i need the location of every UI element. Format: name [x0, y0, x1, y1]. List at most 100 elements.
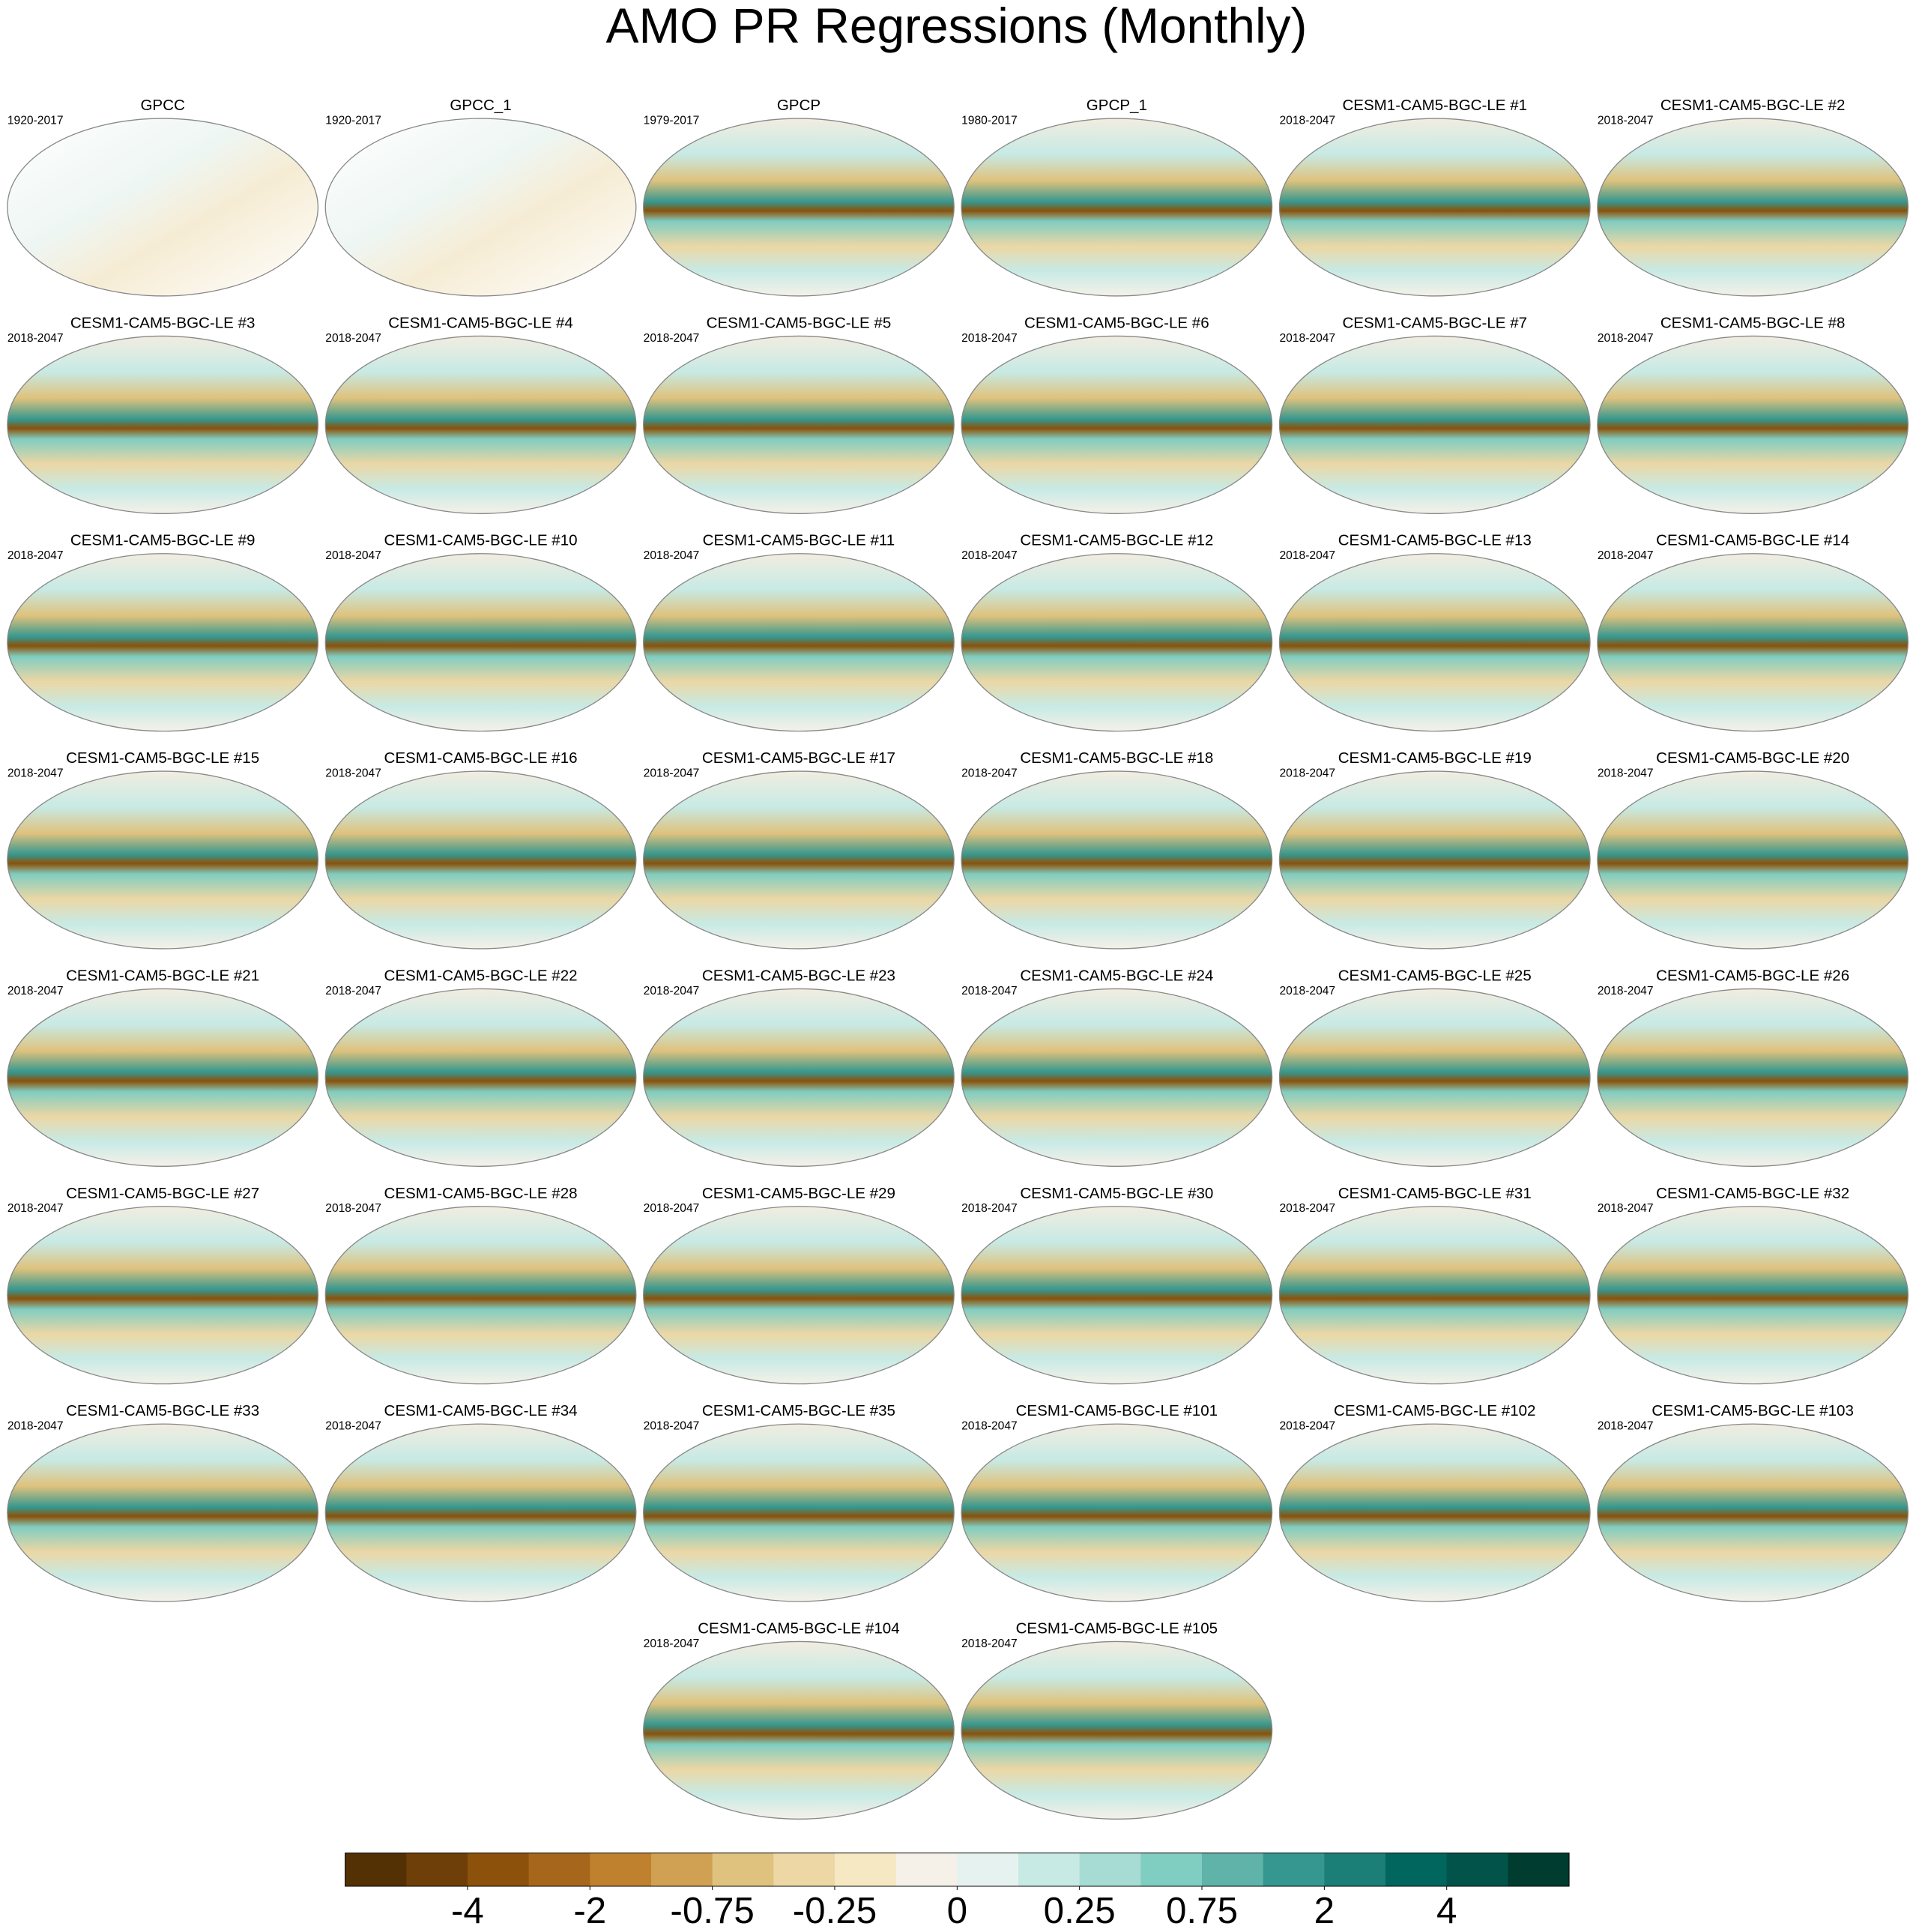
map-panel: CESM1-CAM5-BGC-LE #5 2018-2047 [643, 314, 955, 514]
panel-period: 2018-2047 [7, 549, 64, 562]
map [1278, 335, 1591, 514]
panel-period: 2018-2047 [1279, 549, 1335, 562]
map [643, 1206, 955, 1385]
panel-title: CESM1-CAM5-BGC-LE #101 [1016, 1402, 1218, 1419]
map [324, 1423, 637, 1602]
colorbar-box [1140, 1853, 1203, 1886]
panel-period: 2018-2047 [1279, 1420, 1335, 1433]
panel-period: 2018-2047 [7, 1420, 64, 1433]
colorbar-label: 0.75 [1166, 1890, 1238, 1931]
panel-period: 2018-2047 [1598, 549, 1654, 562]
map [7, 118, 319, 297]
map [643, 1423, 955, 1602]
colorbar-box [1385, 1853, 1448, 1886]
panel-period: 2018-2047 [325, 985, 381, 997]
panel-title: CESM1-CAM5-BGC-LE #35 [702, 1402, 895, 1419]
figure-title: AMO PR Regressions (Monthly) [606, 0, 1308, 53]
map [961, 118, 1273, 297]
panel-period: 2018-2047 [961, 332, 1018, 345]
map [961, 988, 1273, 1167]
panel-period: 1920-2017 [7, 114, 64, 127]
colorbar-label: 4 [1436, 1890, 1457, 1931]
panel-period: 2018-2047 [644, 1420, 700, 1433]
colorbar-frame [345, 1853, 1570, 1887]
panel-title: CESM1-CAM5-BGC-LE #12 [1020, 532, 1213, 549]
colorbar-box [712, 1853, 774, 1886]
panel-title: CESM1-CAM5-BGC-LE #19 [1338, 749, 1532, 767]
map [324, 553, 637, 732]
panel-period: 2018-2047 [325, 1202, 381, 1215]
colorbar-label: -2 [573, 1890, 606, 1931]
map [643, 553, 955, 732]
panel-title: CESM1-CAM5-BGC-LE #34 [384, 1402, 578, 1419]
map [1278, 770, 1591, 950]
panel-period: 2018-2047 [7, 1202, 64, 1215]
panel-title: CESM1-CAM5-BGC-LE #11 [703, 532, 895, 549]
map-panel: GPCP_1 1980-2017 [961, 97, 1273, 297]
panel-title: CESM1-CAM5-BGC-LE #22 [384, 967, 578, 984]
map-panel: CESM1-CAM5-BGC-LE #8 2018-2047 [1597, 314, 1909, 514]
colorbar-box [1508, 1853, 1570, 1886]
panel-period: 2018-2047 [961, 1637, 1018, 1650]
panel-title: CESM1-CAM5-BGC-LE #18 [1020, 749, 1213, 767]
panel-period: 2018-2047 [644, 549, 700, 562]
map [961, 553, 1273, 732]
map-panel: GPCP 1979-2017 [643, 97, 955, 297]
panel-title: CESM1-CAM5-BGC-LE #3 [70, 314, 256, 331]
map [7, 1423, 319, 1602]
panel-period: 2018-2047 [1279, 114, 1335, 127]
panel-title: CESM1-CAM5-BGC-LE #20 [1656, 749, 1849, 767]
panel-period: 2018-2047 [644, 1202, 700, 1215]
panel-title: CESM1-CAM5-BGC-LE #9 [70, 532, 256, 549]
colorbar-box [467, 1853, 530, 1886]
panel-period: 2018-2047 [644, 767, 700, 780]
map-panel: CESM1-CAM5-BGC-LE #2 2018-2047 [1597, 97, 1909, 297]
map [1597, 553, 1909, 732]
colorbar-box [1202, 1853, 1264, 1886]
map [643, 1640, 955, 1820]
panel-title: CESM1-CAM5-BGC-LE #32 [1656, 1185, 1849, 1202]
map [7, 335, 319, 514]
map [1597, 770, 1909, 950]
panel-title: CESM1-CAM5-BGC-LE #8 [1660, 314, 1846, 331]
panel-title: CESM1-CAM5-BGC-LE #23 [702, 967, 895, 984]
map [1597, 1423, 1909, 1602]
colorbar-label: -0.75 [670, 1890, 754, 1931]
map [7, 553, 319, 732]
panel-period: 2018-2047 [7, 767, 64, 780]
map [961, 770, 1273, 950]
map-panel: GPCC_1 1920-2017 [324, 97, 637, 297]
map [961, 1206, 1273, 1385]
map-panel: CESM1-CAM5-BGC-LE #3 2018-2047 [7, 314, 319, 514]
panel-title: CESM1-CAM5-BGC-LE #31 [1338, 1185, 1532, 1202]
panel-title: GPCC [140, 97, 185, 114]
map [324, 770, 637, 950]
map [961, 335, 1273, 514]
colorbar-box [1263, 1853, 1325, 1886]
panel-title: CESM1-CAM5-BGC-LE #105 [1016, 1619, 1218, 1637]
panel-period: 2018-2047 [961, 767, 1018, 780]
panel-period: 2018-2047 [1598, 985, 1654, 997]
panel-period: 2018-2047 [644, 1637, 700, 1650]
panel-period: 2018-2047 [325, 767, 381, 780]
panel-title: CESM1-CAM5-BGC-LE #15 [66, 749, 259, 767]
panel-title: CESM1-CAM5-BGC-LE #24 [1020, 967, 1213, 984]
colorbar-box [345, 1853, 407, 1886]
colorbar-label: 2 [1314, 1890, 1335, 1931]
colorbar-box [895, 1853, 958, 1886]
map-panel: CESM1-CAM5-BGC-LE #7 2018-2047 [1278, 314, 1591, 514]
